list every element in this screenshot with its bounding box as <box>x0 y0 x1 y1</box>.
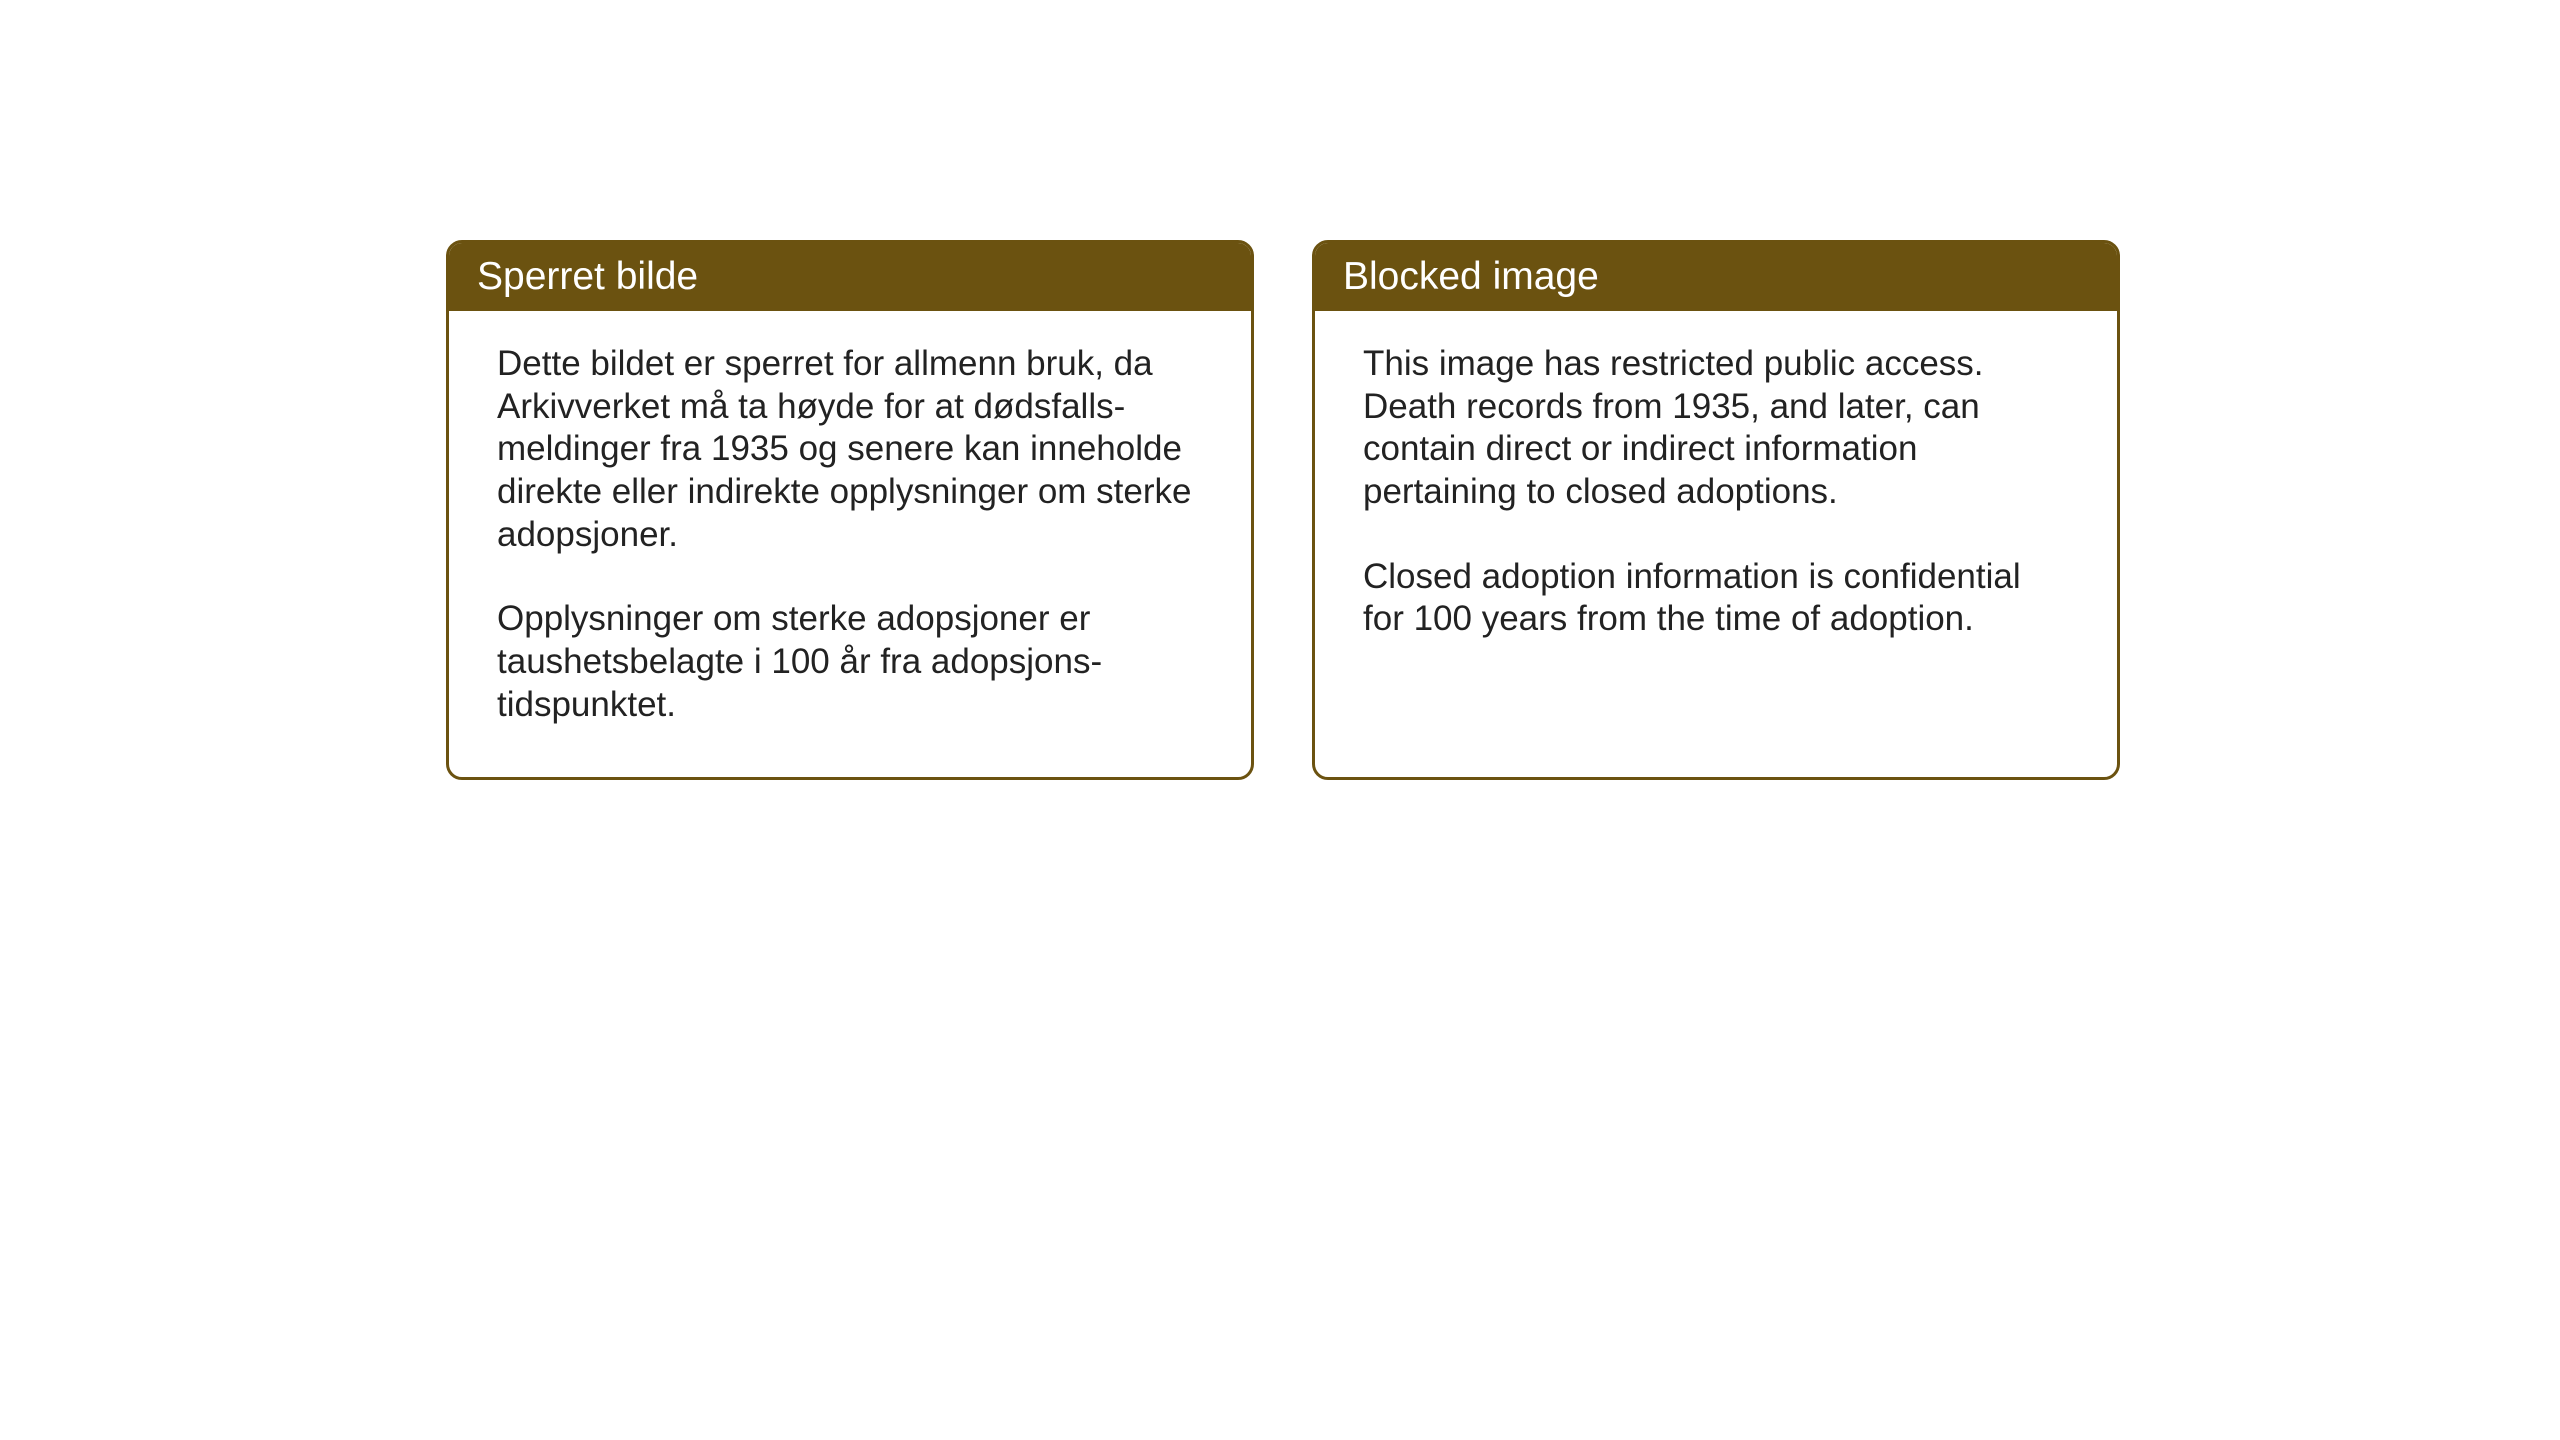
notice-card-norwegian: Sperret bilde Dette bildet er sperret fo… <box>446 240 1254 780</box>
card-paragraph-2-norwegian: Opplysninger om sterke adopsjoner er tau… <box>497 598 1203 726</box>
notice-cards-container: Sperret bilde Dette bildet er sperret fo… <box>446 240 2120 780</box>
notice-card-english: Blocked image This image has restricted … <box>1312 240 2120 780</box>
card-header-english: Blocked image <box>1315 243 2117 311</box>
card-title-english: Blocked image <box>1343 255 1599 298</box>
card-body-english: This image has restricted public access.… <box>1315 311 2117 691</box>
card-paragraph-1-english: This image has restricted public access.… <box>1363 343 2069 514</box>
card-paragraph-1-norwegian: Dette bildet er sperret for allmenn bruk… <box>497 343 1203 556</box>
card-title-norwegian: Sperret bilde <box>477 255 698 298</box>
card-header-norwegian: Sperret bilde <box>449 243 1251 311</box>
card-body-norwegian: Dette bildet er sperret for allmenn bruk… <box>449 311 1251 777</box>
card-paragraph-2-english: Closed adoption information is confident… <box>1363 556 2069 641</box>
